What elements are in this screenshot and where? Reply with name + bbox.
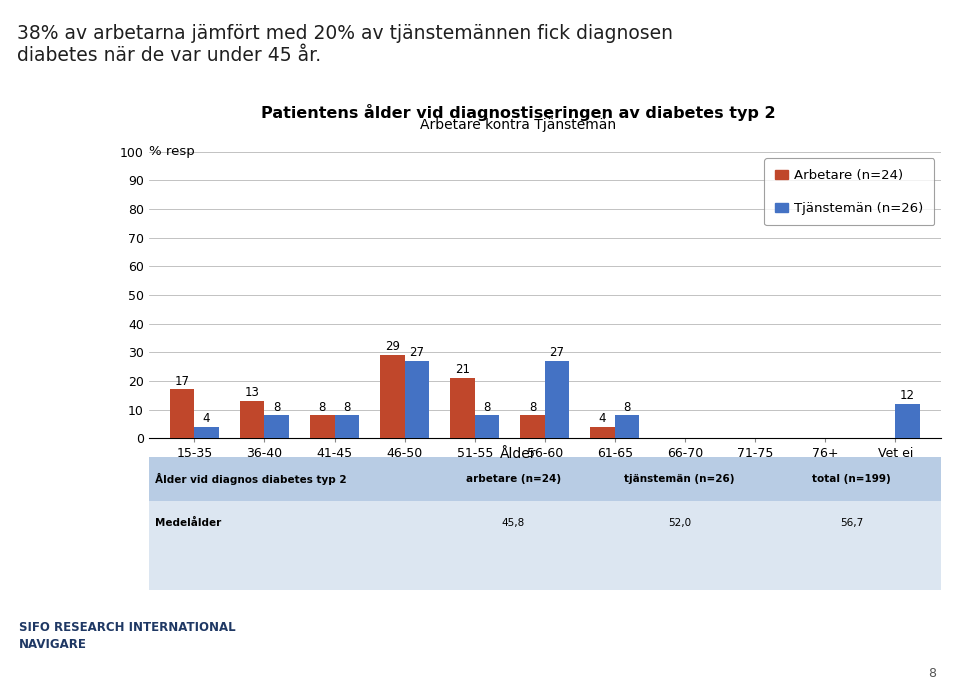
Bar	[380, 355, 404, 438]
Text: 56,7: 56,7	[840, 518, 863, 529]
Text: 8: 8	[928, 667, 936, 680]
Text: 8: 8	[623, 400, 631, 413]
Text: 27: 27	[409, 346, 424, 359]
Text: SIFO RESEARCH INTERNATIONAL
NAVIGARE: SIFO RESEARCH INTERNATIONAL NAVIGARE	[19, 621, 236, 651]
Text: Ålder: Ålder	[500, 447, 537, 461]
Bar	[450, 378, 474, 438]
Bar	[149, 501, 941, 546]
Text: 12: 12	[900, 389, 915, 402]
Bar	[334, 415, 359, 438]
Text: tjänstemän (n=26): tjänstemän (n=26)	[624, 474, 734, 484]
Text: 8: 8	[483, 400, 491, 413]
Text: 27: 27	[549, 346, 564, 359]
Legend: Arbetare (n=24), Tjänstemän (n=26): Arbetare (n=24), Tjänstemän (n=26)	[764, 159, 934, 226]
Bar	[170, 389, 194, 438]
Text: total (n=199): total (n=199)	[812, 474, 891, 484]
Bar	[310, 415, 334, 438]
Text: 8: 8	[273, 400, 280, 413]
Bar	[590, 426, 615, 438]
Text: 8: 8	[319, 400, 326, 413]
Text: 21: 21	[455, 364, 470, 376]
Text: 8: 8	[343, 400, 350, 413]
Bar	[896, 404, 920, 438]
Text: 13: 13	[245, 386, 259, 400]
Text: arbetare (n=24): arbetare (n=24)	[466, 474, 561, 484]
Bar	[194, 426, 219, 438]
Text: 4: 4	[599, 412, 607, 425]
Bar	[545, 361, 569, 438]
Text: 52,0: 52,0	[668, 518, 691, 529]
Text: 17: 17	[175, 375, 189, 388]
Text: Arbetare kontra Tjänstemän: Arbetare kontra Tjänstemän	[420, 119, 616, 132]
Text: Medelålder: Medelålder	[156, 518, 222, 529]
Bar	[615, 415, 639, 438]
Text: % resp: % resp	[149, 145, 195, 158]
Bar	[240, 401, 264, 438]
Text: 45,8: 45,8	[501, 518, 525, 529]
Text: Ålder vid diagnos diabetes typ 2: Ålder vid diagnos diabetes typ 2	[156, 473, 347, 485]
Bar	[520, 415, 545, 438]
Bar	[474, 415, 499, 438]
Text: Patientens ålder vid diagnostiseringen av diabetes typ 2: Patientens ålder vid diagnostiseringen a…	[261, 104, 776, 121]
Bar	[404, 361, 429, 438]
Text: 4: 4	[203, 412, 210, 425]
Text: 29: 29	[385, 340, 400, 353]
Text: 8: 8	[529, 400, 537, 413]
Bar	[264, 415, 289, 438]
Text: 38% av arbetarna jämfört med 20% av tjänstemännen fick diagnosen
diabetes när de: 38% av arbetarna jämfört med 20% av tjän…	[17, 24, 673, 66]
Bar	[149, 457, 941, 501]
Bar	[149, 546, 941, 590]
